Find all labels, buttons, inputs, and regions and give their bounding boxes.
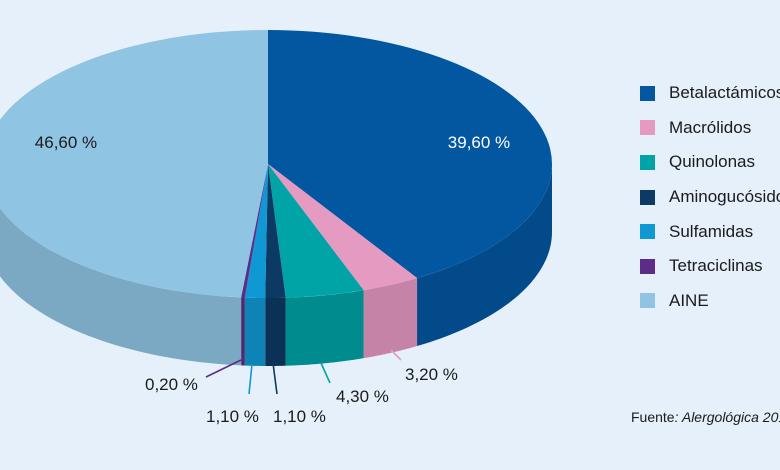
pie-slice-sulfamidas — [244, 164, 268, 298]
pie-slice-tetraciclinas — [241, 164, 268, 298]
pie-slice-macrólidos — [268, 164, 418, 291]
legend-label: Betalactámicos — [669, 83, 780, 103]
leader-line — [320, 362, 331, 384]
leader-line — [390, 349, 402, 361]
data-label-quinolonas: 4,30 % — [336, 387, 389, 406]
pie-side-quinolonas — [285, 290, 364, 366]
data-label-macrólidos: 3,20 % — [405, 365, 458, 384]
source-note: Fuente: Alergológica 2015 — [631, 409, 780, 425]
leader-line — [248, 363, 253, 395]
legend-item-tetraciclinas: Tetraciclinas — [640, 249, 780, 284]
source-text: : Alergológica 2015 — [674, 409, 780, 425]
legend-swatch — [640, 85, 655, 101]
legend-item-quinolonas: Quinolonas — [640, 145, 780, 180]
pie-side-aminogucósidos — [265, 297, 286, 366]
pie-side-betalactámicos — [417, 164, 552, 347]
legend-label: Quinolonas — [669, 152, 756, 172]
pie-side-aine — [0, 208, 242, 366]
legend-label: Macrólidos — [669, 117, 752, 137]
data-label-sulfamidas: 1,10 % — [206, 407, 259, 426]
pie-slice-aine — [0, 30, 268, 298]
legend-swatch — [640, 189, 655, 205]
legend-label: Sulfamidas — [669, 221, 754, 241]
legend-label: AINE — [669, 290, 709, 310]
pie-slice-quinolonas — [268, 164, 364, 298]
legend-swatch — [640, 224, 655, 240]
legend-label: Tetraciclinas — [669, 256, 763, 276]
data-label-betalactámicos: 39,60 % — [448, 133, 510, 152]
legend-item-betalactamicos: Betalactámicos — [640, 76, 780, 111]
data-label-aminogucósidos: 1,10 % — [273, 407, 326, 426]
legend-item-macrolidos: Macrólidos — [640, 111, 780, 146]
legend-item-sulfamidas: Sulfamidas — [640, 214, 780, 249]
legend-swatch — [640, 293, 655, 309]
legend-swatch — [640, 258, 655, 274]
legend: Betalactámicos Macrólidos Quinolonas Ami… — [640, 76, 780, 318]
legend-item-aminogucosidos: Aminogucósidos — [640, 180, 780, 215]
leader-line — [272, 362, 278, 395]
pie-slice-betalactámicos — [268, 30, 552, 279]
pie-side-macrólidos — [363, 278, 418, 359]
data-label-tetraciclinas: 0,20 % — [145, 375, 198, 394]
legend-swatch — [640, 120, 655, 136]
data-label-aine: 46,60 % — [35, 133, 97, 152]
legend-swatch — [640, 154, 655, 170]
source-prefix: Fuente — [631, 409, 675, 425]
pie-side-sulfamidas — [244, 297, 266, 366]
legend-label: Aminogucósidos — [669, 187, 780, 207]
legend-item-aine: AINE — [640, 284, 780, 319]
pie-side-tetraciclinas — [241, 297, 245, 366]
leader-line — [205, 359, 242, 378]
pie-slice-aminogucósidos — [265, 164, 286, 298]
